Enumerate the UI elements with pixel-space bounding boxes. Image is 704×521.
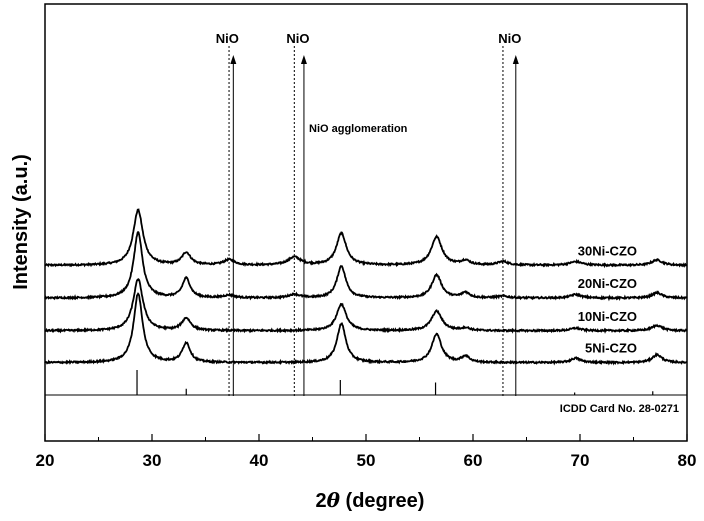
- series-label-3: 5Ni-CZO: [585, 341, 637, 356]
- series-label-1: 20Ni-CZO: [578, 276, 637, 291]
- x-ticks-group: 20 30 40 50 60 70 80: [36, 434, 697, 470]
- nio-marker-group: NiO NiO NiO: [216, 31, 521, 396]
- series-line-0: [44, 207, 688, 269]
- x-tick-label-6: 80: [678, 451, 697, 470]
- series-label-2: 10Ni-CZO: [578, 309, 637, 324]
- series-line-1: [44, 230, 688, 302]
- nio-arrow-head-0: [230, 55, 237, 64]
- series-label-0: 30Ni-CZO: [578, 243, 637, 258]
- series-line-2: [44, 277, 688, 334]
- y-axis-title: Intensity (a.u.): [10, 154, 32, 290]
- nio-label-2: NiO: [498, 31, 521, 46]
- x-axis-title: 2θ (degree): [316, 488, 425, 512]
- nio-label-0: NiO: [216, 31, 239, 46]
- nio-agglomeration-annotation: NiO agglomeration: [309, 123, 408, 135]
- x-tick-label-3: 50: [357, 451, 376, 470]
- reference-label: ICDD Card No. 28-0271: [560, 403, 679, 415]
- nio-label-1: NiO: [286, 31, 309, 46]
- reference-lines-group: [136, 370, 654, 395]
- x-tick-label-2: 40: [250, 451, 269, 470]
- x-tick-label-1: 30: [143, 451, 162, 470]
- nio-arrow-head-1: [300, 55, 307, 64]
- x-tick-label-4: 60: [464, 451, 483, 470]
- series-line-3: [44, 292, 688, 366]
- nio-arrow-head-2: [512, 55, 519, 64]
- x-tick-label-5: 70: [571, 451, 590, 470]
- x-tick-label-0: 20: [36, 451, 55, 470]
- series-group: 30Ni-CZO 20Ni-CZO 10Ni-CZO 5Ni-CZO: [44, 207, 688, 366]
